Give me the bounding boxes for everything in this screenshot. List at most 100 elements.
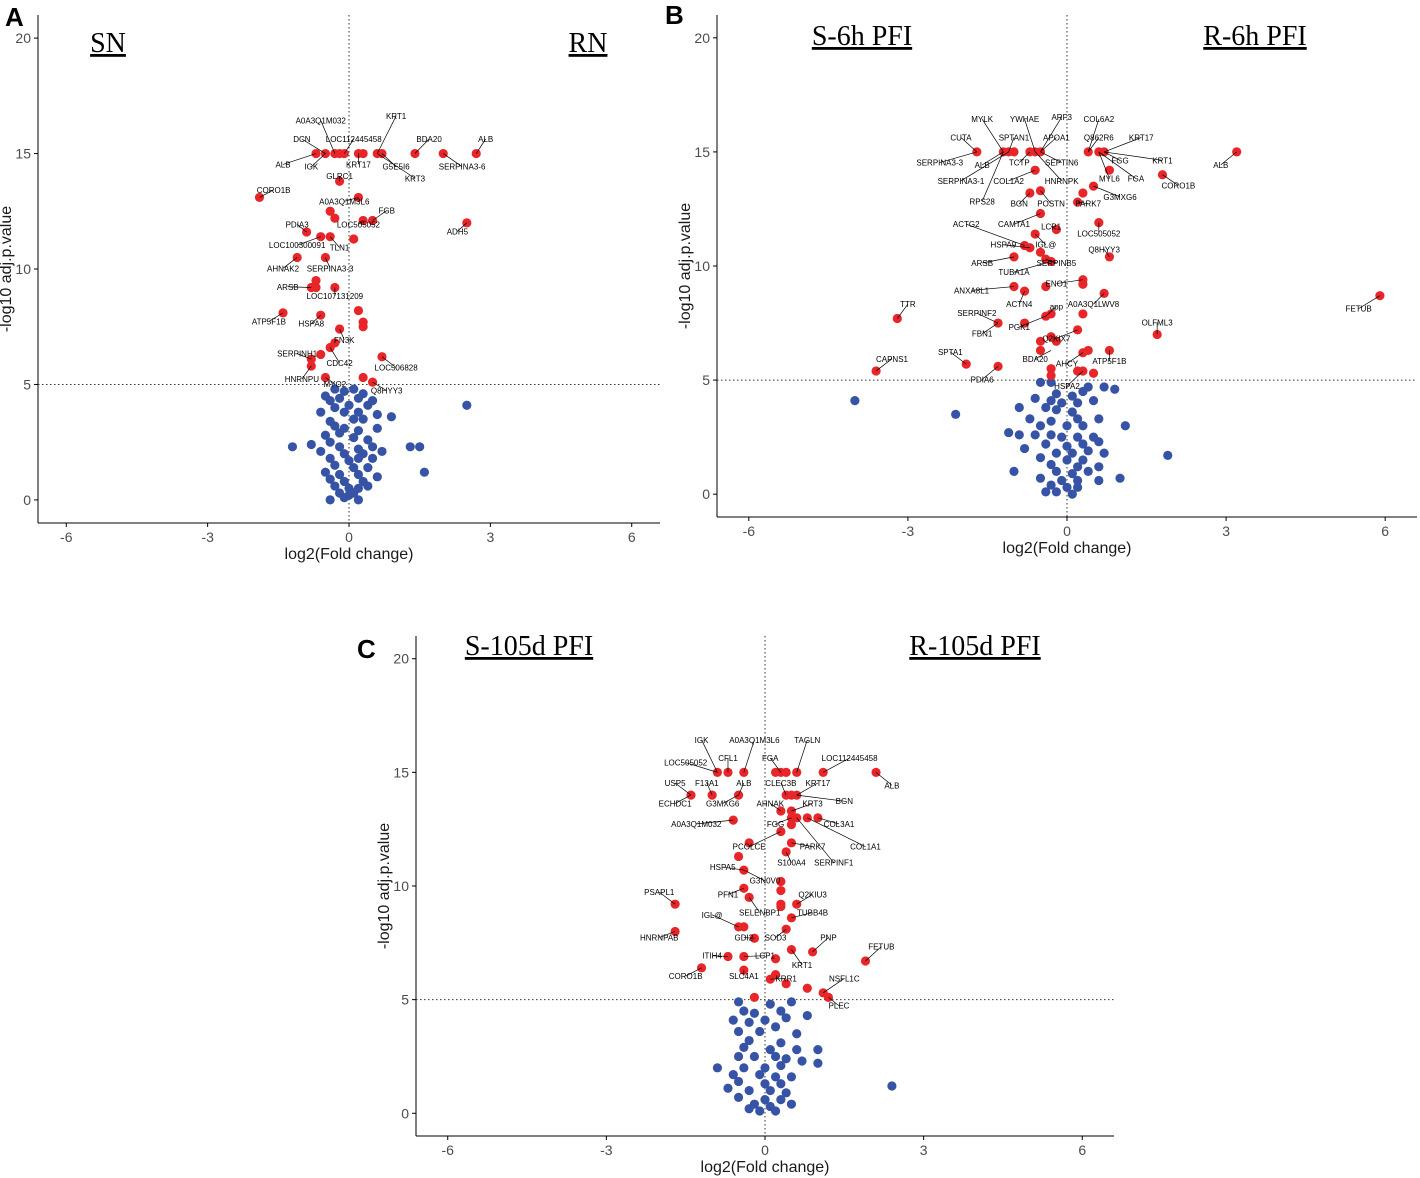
significant-point — [325, 206, 335, 216]
nonsignificant-point — [353, 407, 364, 417]
nonsignificant-point — [372, 472, 382, 482]
gene-label: LCP1 — [755, 952, 776, 961]
gene-label: COL6A2 — [1083, 115, 1114, 124]
significant-point — [349, 234, 359, 244]
nonsignificant-point — [353, 453, 364, 463]
gene-label: PGK1 — [1009, 323, 1031, 332]
gene-label: ACTG2 — [953, 220, 980, 229]
x-tick-label: 6 — [1078, 1142, 1086, 1158]
gene-label: LOC505052 — [1077, 229, 1121, 238]
gene-label: Q2KIX7 — [1042, 334, 1071, 343]
nonsignificant-point — [1094, 437, 1104, 447]
significant-point — [1046, 364, 1056, 374]
nonsignificant-point — [792, 1045, 802, 1055]
nonsignificant-point — [760, 1063, 770, 1073]
nonsignificant-point — [334, 442, 345, 452]
label-leader-line — [1035, 350, 1052, 360]
gene-label: AHNAK — [757, 799, 785, 808]
nonsignificant-point — [1067, 407, 1077, 417]
nonsignificant-point — [367, 442, 378, 452]
significant-point — [670, 899, 680, 909]
label-leader-line — [960, 137, 978, 153]
significant-point — [776, 876, 786, 887]
nonsignificant-point — [770, 1022, 781, 1032]
label-leader-line — [1034, 151, 1062, 182]
nonsignificant-point — [770, 1072, 781, 1082]
label-leader-line — [358, 220, 364, 225]
nonsignificant-point — [1073, 432, 1083, 442]
nonsignificant-point — [1046, 396, 1056, 406]
nonsignificant-point — [363, 462, 373, 473]
nonsignificant-point — [330, 481, 340, 491]
label-leader-line — [796, 782, 819, 796]
nonsignificant-point — [363, 481, 373, 491]
label-leader-line — [791, 842, 813, 847]
y-tick-label: 5 — [401, 992, 409, 1008]
y-tick-label: 10 — [15, 261, 31, 277]
label-leader-line — [1003, 244, 1030, 249]
significant-point — [1073, 197, 1083, 207]
gene-label: LOC505052 — [664, 759, 708, 768]
label-leader-line — [1093, 293, 1105, 305]
panel-b: -6 -3 0 3 6 0 5 10 15 20 log2(Fold change) -log10 a… — [665, 0, 1417, 557]
x-tick-label: -6 — [60, 529, 73, 545]
significant-point — [1078, 279, 1088, 289]
nonsignificant-point — [1051, 487, 1061, 497]
label-leader-line — [1093, 185, 1121, 198]
label-leader-line — [981, 366, 999, 380]
label-leader-line — [457, 222, 468, 232]
nonsignificant-point — [733, 997, 744, 1007]
gene-label: LOC112445458 — [326, 135, 382, 144]
nonsignificant-point — [755, 1026, 765, 1037]
gene-label: LCP1 — [1041, 222, 1062, 231]
y-tick-label: 0 — [401, 1105, 409, 1121]
nonsignificant-point — [1041, 487, 1051, 497]
y-tick-label: 0 — [702, 486, 710, 502]
nonsignificant-point — [306, 439, 316, 450]
nonsignificant-point — [349, 414, 359, 424]
gene-label: FGA — [762, 754, 779, 763]
nonsignificant-point — [1083, 446, 1093, 456]
nonsignificant-point — [755, 1070, 765, 1080]
gene-label: SERPINA3-1 — [938, 177, 985, 186]
label-leader-line — [339, 328, 345, 341]
label-leader-line — [875, 358, 893, 372]
gene-label: IGL@ — [1035, 241, 1056, 250]
nonsignificant-point — [1067, 391, 1077, 401]
gene-label: G3N0V0 — [750, 877, 781, 886]
x-tick-label: -6 — [442, 1142, 455, 1158]
gene-label: ATP5F1B — [252, 317, 286, 326]
gene-label: SERPINA3-6 — [439, 163, 486, 172]
nonsignificant-point — [1083, 466, 1093, 476]
label-leader-line — [287, 286, 312, 288]
nonsignificant-point — [733, 1051, 744, 1062]
gene-label: ACTN4 — [1006, 300, 1033, 309]
nonsignificant-point — [334, 428, 345, 438]
gene-label: YWHAE — [1010, 115, 1039, 124]
label-leader-line — [329, 347, 340, 364]
label-leader-line — [311, 153, 326, 167]
gene-label: PCOLCE — [733, 843, 766, 852]
gene-label: FGA — [1128, 175, 1145, 184]
gene-label: A0A3Q1M032 — [671, 820, 722, 829]
nonsignificant-point — [1062, 421, 1072, 431]
nonsignificant-point — [739, 1006, 749, 1016]
nonsignificant-point — [739, 1063, 749, 1073]
nonsignificant-point — [760, 1079, 770, 1089]
gene-label: FETUB — [868, 943, 894, 952]
gene-label: CLEC3B — [765, 779, 796, 788]
significant-point — [1041, 281, 1051, 292]
nonsignificant-point — [1062, 482, 1072, 492]
gene-label: ADH5 — [447, 227, 469, 236]
nonsignificant-point — [786, 1072, 797, 1082]
gene-label: CUTA — [950, 134, 972, 143]
label-leader-line — [822, 757, 850, 773]
nonsignificant-point — [1051, 389, 1061, 399]
gene-label: BDA20 — [416, 135, 442, 144]
significant-point — [1035, 345, 1046, 356]
label-leader-line — [780, 782, 787, 796]
gene-label: KRT17 — [346, 160, 371, 169]
label-leader-line — [817, 817, 840, 825]
label-leader-line — [1103, 151, 1121, 161]
